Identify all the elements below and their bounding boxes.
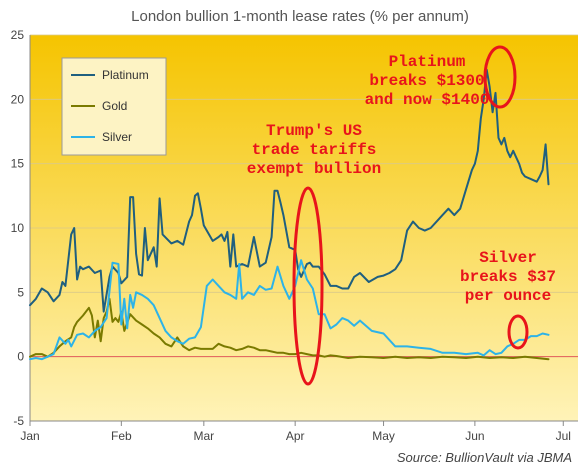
y-tick-label: 20 xyxy=(11,92,25,106)
legend-label: Gold xyxy=(102,99,127,113)
legend-entry-platinum: Platinum xyxy=(71,68,149,82)
annotation-line: exempt bullion xyxy=(247,160,381,178)
y-tick-label: -5 xyxy=(13,414,24,428)
annotation-line: breaks $37 xyxy=(460,268,556,286)
legend-label: Platinum xyxy=(102,68,149,82)
y-tick-label: 15 xyxy=(11,157,25,171)
y-tick-label: 0 xyxy=(17,350,24,364)
x-tick-label: May xyxy=(372,429,395,443)
x-tick-label: Jun xyxy=(465,429,484,443)
legend-label: Silver xyxy=(102,130,132,144)
platinum-peak-ellipse xyxy=(483,45,517,109)
annotation-line: per ounce xyxy=(465,287,551,305)
annotation-line: Silver xyxy=(479,249,537,267)
chart-title: London bullion 1-month lease rates (% pe… xyxy=(131,8,469,25)
series-line-gold xyxy=(29,297,550,361)
y-tick-label: 5 xyxy=(17,285,24,299)
axes: -5 0 5 10 15 20 25 Jan Feb Mar Apr May Jun Jul xyxy=(11,28,578,443)
annotation-line: and now $1400 xyxy=(365,91,490,109)
y-tick-label: 25 xyxy=(11,28,25,42)
x-tick-label: Jan xyxy=(20,429,39,443)
series-line-silver xyxy=(29,259,550,361)
annotation-line: Platinum xyxy=(389,53,466,71)
x-tick-label: Jul xyxy=(556,429,571,443)
legend-entry-silver: Silver xyxy=(71,130,132,144)
silver-ellipse xyxy=(507,314,529,350)
annotation-line: Trump's US xyxy=(266,122,362,140)
x-tick-label: Mar xyxy=(193,429,214,443)
source-note: Source: BullionVault via JBMA xyxy=(397,450,572,465)
x-tick-label: Apr xyxy=(286,429,305,443)
annotation-line: trade tariffs xyxy=(252,141,377,159)
x-tick-label: Feb xyxy=(111,429,132,443)
annotation-line: breaks $1300 xyxy=(369,72,484,90)
legend-entry-gold: Gold xyxy=(71,99,127,113)
tariffs-ellipse xyxy=(292,186,324,386)
y-tick-label: 10 xyxy=(11,221,25,235)
legend: Platinum Gold Silver xyxy=(61,57,167,156)
